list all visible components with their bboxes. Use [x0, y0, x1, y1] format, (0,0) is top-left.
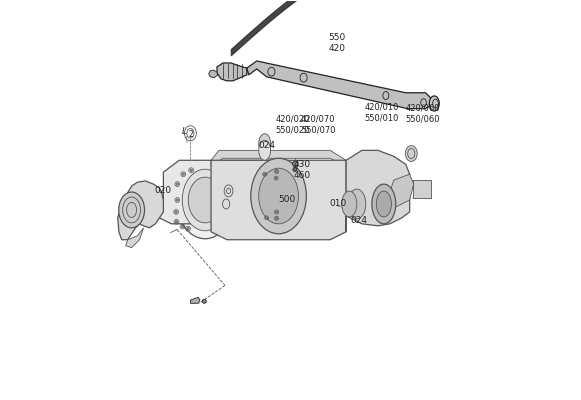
Polygon shape: [217, 63, 247, 81]
Circle shape: [266, 217, 268, 219]
Ellipse shape: [268, 67, 275, 76]
Circle shape: [182, 173, 184, 175]
Ellipse shape: [251, 158, 306, 234]
Text: 420/010
550/010: 420/010 550/010: [365, 103, 399, 122]
Ellipse shape: [429, 96, 439, 111]
Circle shape: [176, 183, 178, 185]
Text: 024: 024: [350, 216, 367, 225]
Polygon shape: [346, 150, 410, 232]
Text: 420/070
550/070: 420/070 550/070: [301, 115, 336, 134]
Text: 500: 500: [278, 195, 295, 204]
Circle shape: [264, 173, 266, 175]
Circle shape: [275, 217, 278, 219]
Bar: [413, 180, 431, 198]
Ellipse shape: [342, 191, 357, 217]
Circle shape: [176, 199, 178, 201]
Polygon shape: [191, 297, 200, 303]
Ellipse shape: [372, 184, 396, 224]
Polygon shape: [118, 181, 163, 240]
Text: L: L: [182, 127, 187, 136]
Circle shape: [275, 177, 277, 179]
Polygon shape: [211, 160, 346, 240]
Circle shape: [175, 221, 178, 223]
Circle shape: [187, 228, 189, 230]
Text: 460: 460: [294, 171, 311, 180]
Ellipse shape: [259, 134, 271, 154]
Ellipse shape: [259, 168, 299, 224]
Polygon shape: [209, 70, 217, 78]
Ellipse shape: [259, 140, 271, 160]
Polygon shape: [247, 61, 432, 109]
Circle shape: [275, 211, 278, 213]
Text: 024: 024: [258, 141, 275, 150]
Ellipse shape: [119, 192, 145, 228]
Polygon shape: [390, 174, 414, 208]
Text: 420/020
550/020: 420/020 550/020: [275, 115, 310, 134]
Polygon shape: [211, 150, 346, 166]
Ellipse shape: [406, 146, 417, 162]
Circle shape: [293, 168, 297, 171]
Text: 2: 2: [188, 130, 193, 139]
Polygon shape: [125, 228, 144, 248]
Text: 420/060
550/060: 420/060 550/060: [405, 104, 440, 123]
Polygon shape: [148, 160, 290, 224]
Ellipse shape: [300, 73, 307, 82]
Text: 550
420: 550 420: [329, 33, 346, 53]
Ellipse shape: [376, 191, 392, 217]
Circle shape: [181, 226, 184, 228]
Ellipse shape: [348, 189, 366, 219]
Ellipse shape: [383, 92, 389, 100]
Circle shape: [190, 169, 192, 171]
Circle shape: [202, 299, 206, 303]
Text: 020: 020: [154, 186, 171, 194]
Circle shape: [292, 161, 298, 167]
Ellipse shape: [182, 169, 228, 231]
Ellipse shape: [188, 177, 222, 223]
Text: 430: 430: [294, 160, 311, 169]
Ellipse shape: [176, 161, 234, 239]
Circle shape: [275, 170, 278, 172]
Text: 010: 010: [329, 200, 347, 208]
Circle shape: [175, 211, 177, 213]
